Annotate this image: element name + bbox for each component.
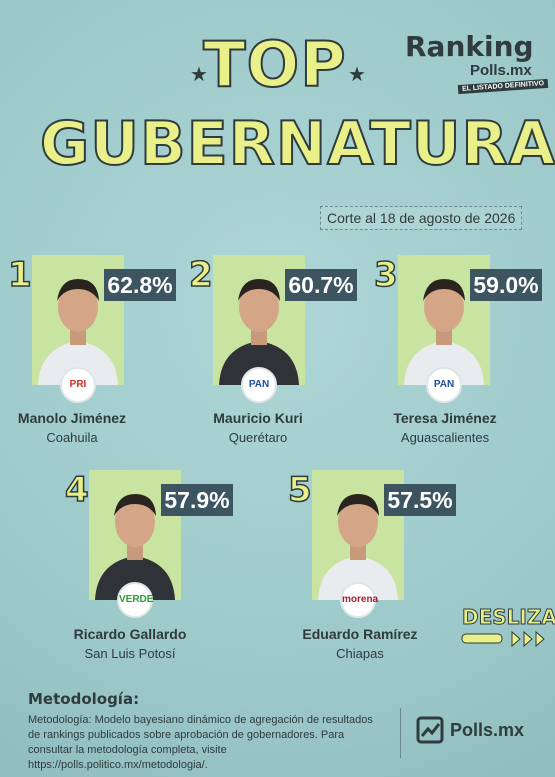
rank: 4: [64, 469, 89, 511]
percentage: 62.8%: [104, 269, 176, 301]
state: Querétaro: [228, 430, 288, 445]
logo: Ranking: [405, 30, 534, 63]
party-logo: VERDE: [117, 582, 153, 618]
party-logo: morena: [340, 582, 378, 618]
logo-sub: Polls.mx: [470, 62, 532, 79]
portrait: [219, 279, 299, 385]
title-main: GUBERNATURAS: [39, 108, 555, 180]
rank: 5: [287, 469, 312, 511]
rank: 1: [7, 254, 32, 296]
party-logo: PAN: [241, 367, 277, 403]
percentage: 59.0%: [470, 269, 542, 301]
candidate-name: Ricardo Gallardo: [73, 626, 187, 642]
percentage: 57.9%: [161, 484, 233, 516]
rank: 3: [373, 254, 398, 296]
percentage: 57.5%: [384, 484, 456, 516]
party-logo: PRI: [60, 367, 96, 403]
date: Corte al 18 de agosto de 2026: [320, 206, 523, 230]
methodology-title: Metodología:: [28, 690, 140, 708]
footer-icon: [416, 716, 444, 744]
swipe-arrows[interactable]: [460, 628, 550, 650]
candidate-name: Teresa Jiménez: [393, 410, 497, 426]
party-logo: PAN: [426, 367, 462, 403]
methodology-text: Metodología: Modelo bayesiano dinámico d…: [28, 714, 373, 771]
footer-logo: Polls.mx: [450, 720, 525, 740]
photo: [213, 255, 305, 385]
state: Coahuila: [46, 430, 98, 445]
candidate-name: Eduardo Ramírez: [302, 626, 418, 642]
state: San Luis Potosí: [84, 646, 176, 661]
portrait: [38, 279, 118, 385]
state: Aguascalientes: [400, 430, 490, 445]
star: ★: [190, 64, 208, 86]
logo-tag: EL LISTADO DEFINITIVO: [457, 78, 549, 95]
divider: [400, 708, 401, 758]
percentage: 60.7%: [285, 269, 357, 301]
portrait: [318, 494, 398, 600]
portrait: [95, 494, 175, 600]
candidate-name: Mauricio Kuri: [213, 410, 303, 426]
portrait: [404, 279, 484, 385]
star: ★: [348, 64, 366, 86]
swipe[interactable]: DESLIZA: [462, 605, 555, 630]
photo: [89, 470, 181, 600]
rank: 2: [188, 254, 213, 296]
state: Chiapas: [336, 646, 384, 661]
photo: [312, 470, 404, 600]
candidate-name: Manolo Jiménez: [17, 410, 127, 426]
title-top: TOP: [202, 27, 347, 102]
